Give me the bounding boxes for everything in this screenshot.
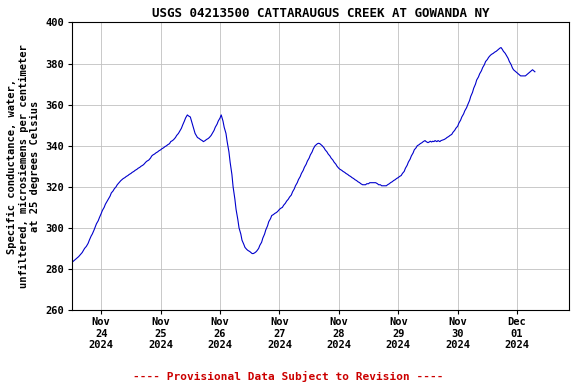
Title: USGS 04213500 CATTARAUGUS CREEK AT GOWANDA NY: USGS 04213500 CATTARAUGUS CREEK AT GOWAN…: [151, 7, 489, 20]
Y-axis label: Specific conductance, water,
unfiltered, microsiemens per centimeter
at 25 degre: Specific conductance, water, unfiltered,…: [7, 45, 40, 288]
Text: ---- Provisional Data Subject to Revision ----: ---- Provisional Data Subject to Revisio…: [132, 371, 444, 382]
